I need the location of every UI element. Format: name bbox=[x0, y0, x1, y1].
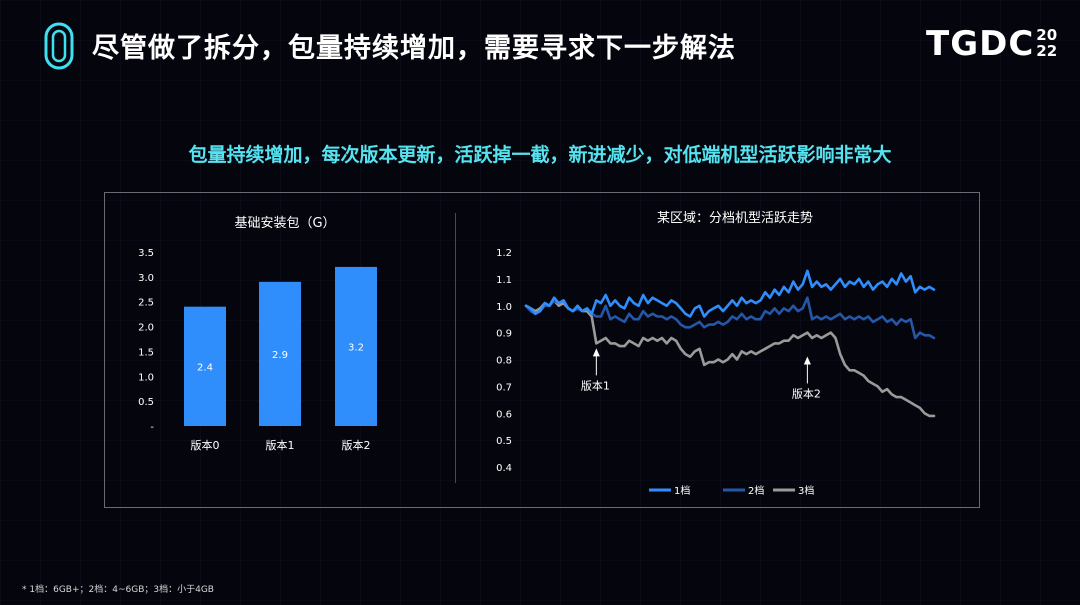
bar-y-tick-label: 1.0 bbox=[138, 372, 154, 383]
annotation-label: 版本1 bbox=[581, 378, 610, 392]
line-y-tick-label: 1.0 bbox=[496, 302, 512, 313]
bar-x-tick-label: 版本1 bbox=[266, 438, 295, 452]
bar-版本0 bbox=[184, 306, 226, 426]
brand-name: TGDC bbox=[926, 24, 1035, 64]
series-line-1档 bbox=[524, 269, 936, 318]
legend-label: 2档 bbox=[748, 484, 764, 497]
bar-data-label: 2.9 bbox=[272, 350, 288, 361]
bar-data-label: 3.2 bbox=[348, 342, 364, 353]
bar-y-tick-label: 3.0 bbox=[138, 273, 154, 284]
footnote: * 1档：6GB+；2档：4~6GB；3档：小于4GB bbox=[22, 585, 214, 595]
brand-year-bottom: 22 bbox=[1036, 42, 1058, 60]
bar-chart-title: 基础安装包（G） bbox=[234, 216, 336, 231]
line-chart-title: 某区域：分档机型活跃走势 bbox=[656, 211, 813, 226]
line-y-tick-label: 0.7 bbox=[496, 382, 512, 393]
bar-data-label: 2.4 bbox=[197, 362, 213, 373]
bar-y-tick-label: 1.5 bbox=[138, 347, 154, 358]
bar-y-tick-label: - bbox=[150, 422, 154, 433]
annotation-arrow-icon bbox=[803, 356, 811, 365]
logo-icon bbox=[44, 22, 74, 70]
legend-label: 1档 bbox=[674, 484, 690, 497]
annotation-arrow-icon bbox=[592, 348, 600, 357]
panel-divider bbox=[455, 213, 456, 483]
line-y-tick-label: 1.2 bbox=[496, 248, 512, 259]
bar-y-tick-label: 0.5 bbox=[138, 397, 154, 408]
series-line-3档 bbox=[524, 299, 936, 418]
line-y-tick-label: 0.4 bbox=[496, 463, 512, 474]
bar-x-tick-label: 版本2 bbox=[342, 438, 371, 452]
line-y-tick-label: 0.5 bbox=[496, 436, 512, 447]
bar-x-tick-label: 版本0 bbox=[191, 438, 220, 452]
line-y-tick-label: 0.9 bbox=[496, 329, 512, 340]
brand-year-top: 20 bbox=[1036, 26, 1058, 44]
legend-label: 3档 bbox=[798, 484, 814, 497]
bar-y-tick-label: 2.5 bbox=[138, 298, 154, 309]
bar-y-tick-label: 2.0 bbox=[138, 323, 154, 334]
series-line-2档 bbox=[524, 296, 936, 340]
annotation-label: 版本2 bbox=[792, 386, 821, 400]
line-y-tick-label: 1.1 bbox=[496, 275, 512, 286]
slide-subtitle: 包量持续增加，每次版本更新，活跃掉一截，新进减少，对低端机型活跃影响非常大 bbox=[188, 144, 892, 166]
chart-panel bbox=[104, 192, 980, 508]
bar-y-tick-label: 3.5 bbox=[138, 248, 154, 259]
slide-title: 尽管做了拆分，包量持续增加，需要寻求下一步解法 bbox=[92, 33, 736, 64]
line-y-tick-label: 0.6 bbox=[496, 409, 512, 420]
bar-版本1 bbox=[259, 281, 301, 426]
brand-year: 20 22 bbox=[1036, 27, 1057, 59]
line-y-tick-label: 0.8 bbox=[496, 356, 512, 367]
bar-版本2 bbox=[335, 266, 377, 426]
brand-logo: TGDC 20 22 bbox=[926, 24, 1057, 64]
